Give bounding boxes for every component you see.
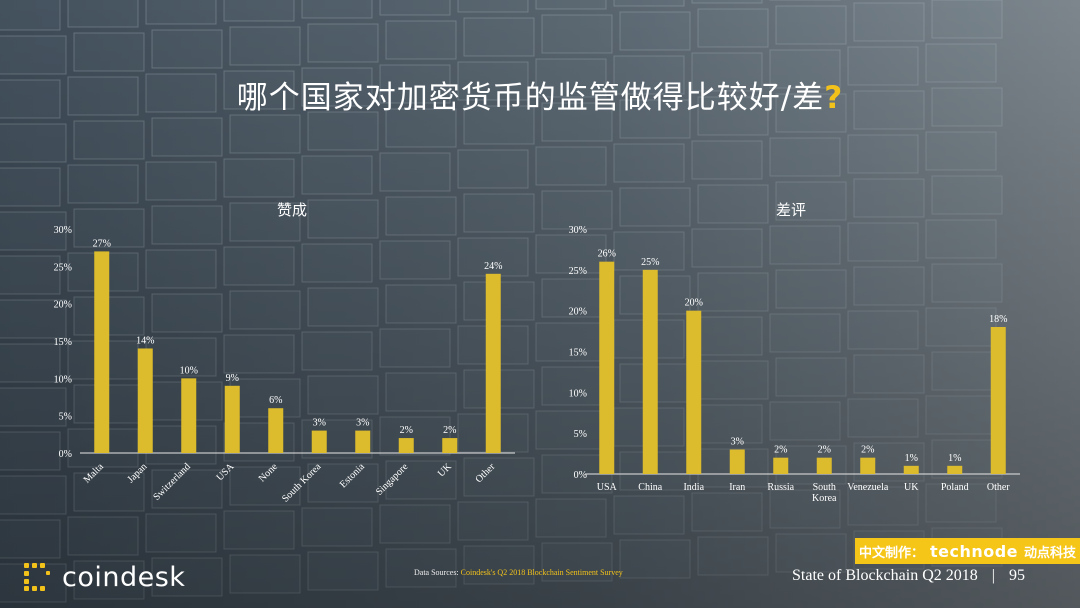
bar (947, 465, 963, 474)
bar (642, 269, 658, 474)
y-tick-label: 5% (59, 412, 72, 423)
data-label: 3% (313, 418, 326, 429)
bar (442, 438, 458, 453)
bar (485, 273, 501, 453)
coindesk-logo-icon (24, 563, 50, 591)
x-tick-label: China (638, 482, 662, 493)
data-label: 2% (818, 445, 831, 456)
y-tick-label: 5% (574, 429, 587, 440)
x-tick-label: UK (904, 482, 919, 493)
y-tick-label: 20% (54, 300, 72, 311)
data-label: 3% (356, 418, 369, 429)
bar (773, 457, 789, 474)
x-tick-label: Korea (812, 493, 837, 504)
bar (224, 385, 240, 453)
x-tick-label: Iran (729, 482, 745, 493)
data-label: 3% (731, 437, 744, 448)
x-tick-label: Poland (941, 482, 969, 493)
chart-2-title: 差评 (776, 201, 806, 219)
x-tick-label: Other (987, 482, 1010, 493)
x-tick-label: Malta (82, 461, 107, 486)
data-label: 2% (861, 445, 874, 456)
bar (137, 348, 153, 453)
bar (729, 449, 745, 474)
data-label: 18% (989, 314, 1007, 325)
x-tick-label: Venezuela (847, 482, 889, 493)
logo-text: coindesk (62, 561, 186, 593)
bar (990, 327, 1006, 474)
data-label: 24% (484, 261, 502, 272)
x-tick-label: South (813, 482, 836, 493)
x-tick-label: South Korea (280, 461, 324, 505)
badge-brand: technode (929, 541, 1019, 561)
data-label: 6% (269, 395, 282, 406)
data-label: 14% (136, 335, 154, 346)
source-link[interactable]: Coindesk's Q2 2018 Blockchain Sentiment … (460, 568, 623, 577)
data-label: 2% (443, 425, 456, 436)
footer: State of Blockchain Q2 2018 | 95 (792, 567, 1025, 585)
coindesk-logo: coindesk (20, 560, 185, 594)
data-label: 10% (180, 365, 198, 376)
x-tick-label: Switzerland (151, 461, 193, 503)
y-tick-label: 0% (59, 449, 72, 460)
bar (94, 251, 110, 453)
data-label: 1% (948, 453, 961, 464)
footer-report-title: State of Blockchain Q2 2018 (792, 567, 978, 584)
x-tick-label: Japan (125, 461, 149, 485)
x-tick-label: India (683, 482, 704, 493)
bar (599, 261, 615, 474)
y-tick-label: 15% (569, 348, 587, 359)
y-tick-label: 10% (54, 374, 72, 385)
y-tick-label: 10% (569, 388, 587, 399)
footer-separator: | (991, 567, 995, 584)
data-label: 27% (93, 238, 111, 249)
data-label: 9% (226, 373, 239, 384)
x-tick-label: Singapore (374, 461, 411, 498)
y-tick-label: 30% (569, 225, 587, 236)
chart-1-title: 赞成 (277, 201, 307, 219)
data-label: 2% (774, 445, 787, 456)
bar (398, 438, 414, 453)
data-label: 2% (400, 425, 413, 436)
y-tick-label: 0% (574, 470, 587, 481)
bar (686, 310, 702, 474)
page-number: 95 (1008, 567, 1025, 584)
y-tick-label: 15% (54, 337, 72, 348)
x-tick-label: Estonia (338, 461, 367, 490)
bar (268, 408, 284, 453)
y-tick-label: 25% (569, 266, 587, 277)
badge-prefix: 中文制作： (858, 545, 924, 561)
page-title: 哪个国家对加密货币的监管做得比较好/差? (236, 80, 844, 116)
data-label: 25% (641, 257, 659, 268)
y-tick-label: 30% (54, 225, 72, 236)
data-label: 26% (598, 249, 616, 260)
translation-badge: 中文制作： technode 动点科技 (855, 538, 1080, 564)
bar (816, 457, 832, 474)
x-tick-label: USA (597, 482, 618, 493)
source-prefix: Data Sources: (414, 568, 461, 577)
data-source: Data Sources: Coindesk's Q2 2018 Blockch… (414, 568, 623, 577)
x-tick-label: Russia (767, 482, 794, 493)
data-label: 20% (685, 298, 703, 309)
x-tick-label: UK (436, 461, 455, 480)
y-tick-label: 20% (569, 307, 587, 318)
x-tick-label: None (257, 461, 280, 484)
data-label: 1% (905, 453, 918, 464)
bar (860, 457, 876, 474)
bar (181, 378, 197, 453)
y-tick-label: 25% (54, 262, 72, 273)
x-tick-label: Other (473, 461, 497, 485)
x-tick-label: USA (214, 461, 236, 483)
badge-suffix: 动点科技 (1024, 545, 1077, 561)
bar (355, 430, 371, 453)
bar (311, 430, 327, 453)
bar (903, 465, 919, 474)
